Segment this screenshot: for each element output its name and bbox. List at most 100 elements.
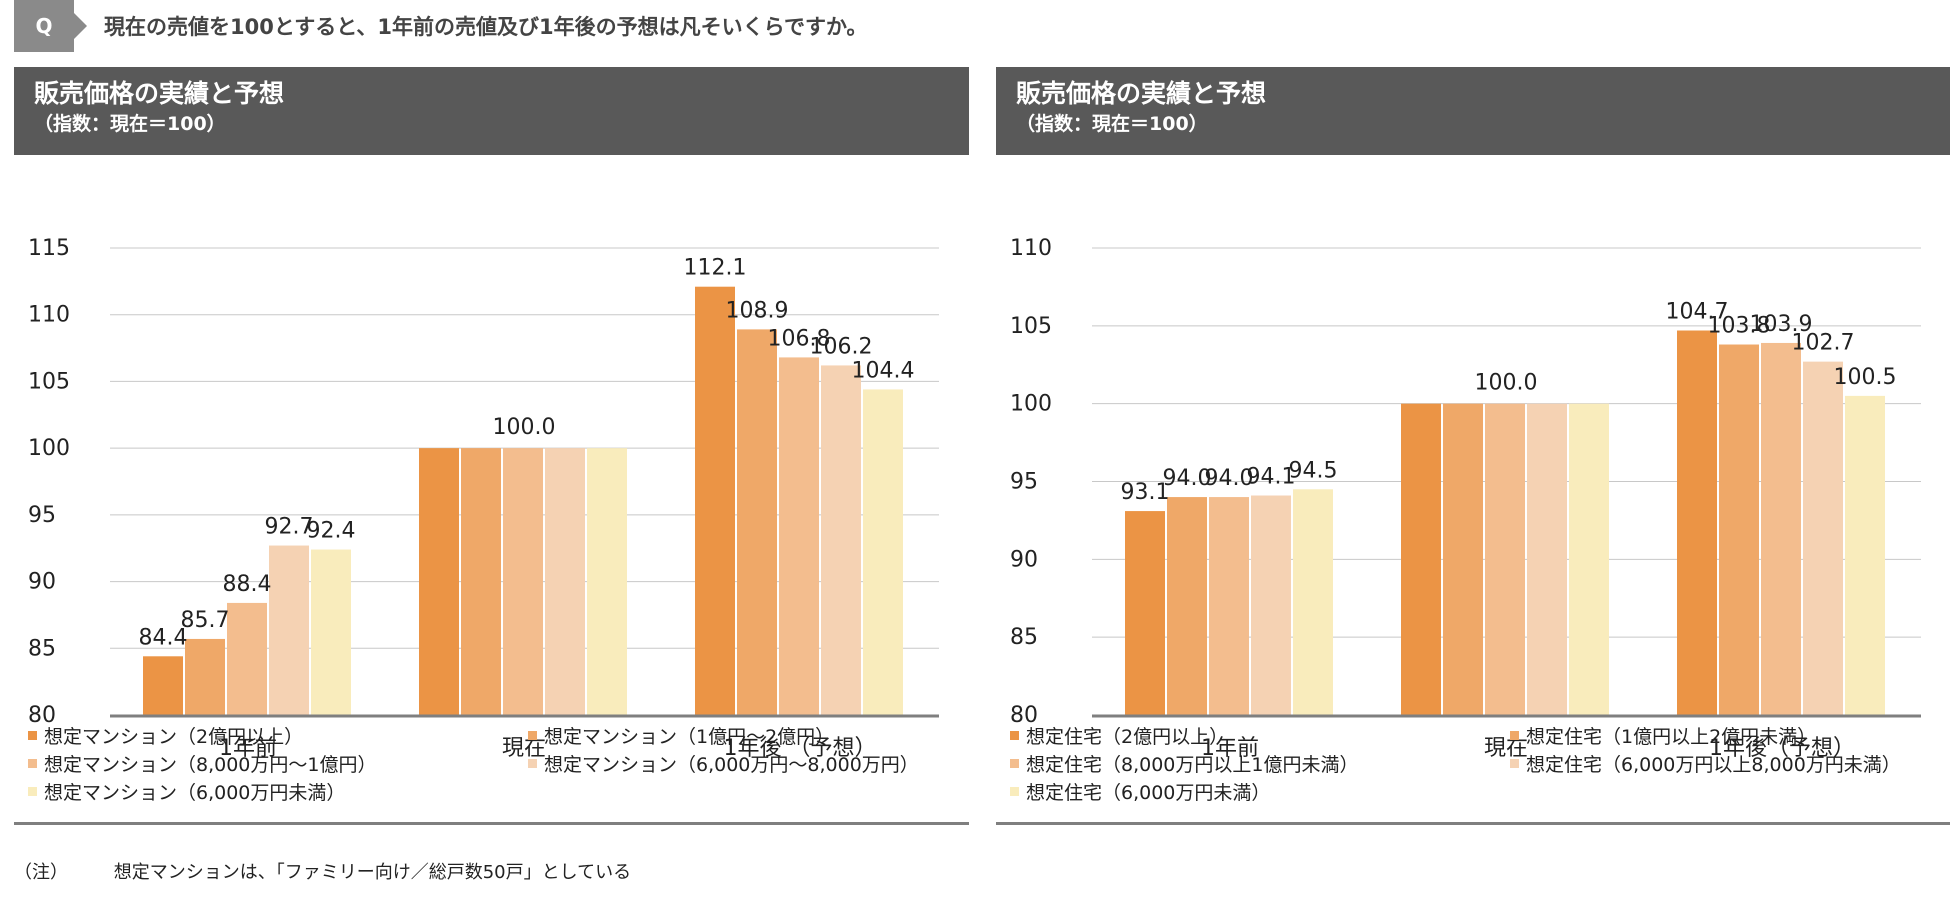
legend-item: 想定マンション（6,000万円～8,000万円）: [528, 750, 919, 776]
legend-label: 想定住宅（6,000万円未満）: [1026, 781, 1271, 804]
bar: [461, 448, 501, 715]
footnote: （注） 想定マンションは、「ファミリー向け／総戸数50戸」としている: [14, 858, 631, 884]
bar: [1167, 497, 1207, 715]
bar: [143, 656, 183, 715]
bar: [587, 448, 627, 715]
legend-swatch: [28, 730, 37, 740]
panel-bottom-rule: [996, 822, 1950, 825]
legend-item: 想定マンション（2億円以上）: [28, 722, 303, 748]
legend-label: 想定住宅（2億円以上）: [1026, 725, 1229, 748]
x-category-label: 現在: [502, 736, 546, 761]
bar: [737, 329, 777, 715]
y-tick-label: 110: [28, 303, 70, 328]
data-label: 106.2: [810, 334, 873, 359]
y-tick-label: 90: [28, 570, 56, 595]
chart-panel-house: 販売価格の実績と予想 （指数：現在＝100） 80 85 90 95 100 105 110…: [996, 67, 1950, 825]
y-tick-label: 95: [1010, 470, 1038, 495]
data-label: 94.5: [1289, 458, 1338, 483]
bar: [311, 549, 351, 715]
x-category-label: 1年前: [219, 736, 277, 761]
data-label: 92.7: [265, 515, 314, 540]
bar: [1293, 489, 1333, 715]
y-tick-label: 115: [28, 236, 70, 261]
legend-item: 想定マンション（1億円～2億円）: [528, 722, 834, 748]
chart-title: 販売価格の実績と予想: [1016, 79, 1267, 108]
question-text: 現在の売値を100とすると、1年前の売値及び1年後の予想は凡そいくらですか。: [104, 15, 868, 39]
y-tick-label: 105: [28, 369, 70, 394]
bar: [1209, 497, 1249, 715]
chart-title: 販売価格の実績と予想: [34, 79, 285, 108]
legend-item: 想定マンション（6,000万円未満）: [28, 778, 345, 804]
legend-swatch: [1510, 730, 1519, 740]
y-tick-label: 85: [28, 636, 56, 661]
y-tick-label: 110: [1010, 236, 1052, 261]
x-category-label: 現在: [1484, 736, 1528, 761]
legend-label: 想定住宅（6,000万円以上8,000万円未満）: [1526, 753, 1901, 776]
footnote-label: （注）: [14, 862, 68, 883]
bar-chart-house: 8085909510010511093.194.094.094.194.51年前…: [1010, 236, 1921, 761]
y-tick-label: 100: [28, 436, 70, 461]
legend-item: 想定住宅（6,000万円未満）: [1010, 778, 1270, 804]
data-label: 108.9: [726, 298, 789, 323]
legend-swatch: [1010, 786, 1019, 796]
data-label: 94.1: [1247, 465, 1296, 490]
bar: [1677, 330, 1717, 715]
y-tick-label: 105: [1010, 314, 1052, 339]
y-tick-label: 80: [28, 703, 56, 728]
data-label: 103.8: [1708, 314, 1771, 339]
panel-bottom-rule: [14, 822, 969, 825]
data-label: 100.0: [1475, 371, 1538, 396]
bar: [1251, 495, 1291, 715]
data-label: 94.0: [1205, 466, 1254, 491]
bar: [419, 448, 459, 715]
data-label: 100.0: [493, 415, 556, 440]
bar: [1401, 403, 1441, 715]
data-label: 104.7: [1666, 300, 1729, 325]
bar: [1443, 403, 1483, 715]
bar: [269, 545, 309, 715]
legend-label: 想定マンション（8,000万円～1億円）: [44, 753, 377, 776]
y-tick-label: 100: [1010, 392, 1052, 417]
y-tick-label: 85: [1010, 625, 1038, 650]
legend-label: 想定住宅（1億円以上2億円未満）: [1526, 725, 1817, 748]
legend-label: 想定マンション（6,000万円～8,000万円）: [544, 753, 919, 776]
legend-swatch: [28, 786, 37, 796]
data-label: 93.1: [1121, 480, 1170, 505]
data-label: 106.8: [768, 326, 831, 351]
bar: [545, 448, 585, 715]
bar: [1719, 344, 1759, 715]
bar: [1845, 395, 1885, 715]
bar: [1761, 342, 1801, 715]
legend-swatch: [528, 730, 537, 740]
question-bar: Q 現在の売値を100とすると、1年前の売値及び1年後の予想は凡そいくらですか。: [14, 0, 868, 52]
data-label: 102.7: [1792, 331, 1855, 356]
legend-label: 想定住宅（8,000万円以上1億円未満）: [1026, 753, 1359, 776]
bar: [1803, 361, 1843, 715]
bar: [1527, 403, 1567, 715]
y-tick-label: 80: [1010, 703, 1038, 728]
bar: [821, 365, 861, 715]
bar: [227, 602, 267, 715]
data-label: 112.1: [684, 256, 747, 281]
legend-label: 想定マンション（2億円以上）: [44, 725, 304, 748]
data-label: 100.5: [1834, 365, 1897, 390]
data-label: 94.0: [1163, 466, 1212, 491]
legend-item: 想定住宅（2億円以上）: [1010, 722, 1228, 748]
question-badge: Q: [14, 0, 87, 52]
bar: [503, 448, 543, 715]
legend-label: 想定マンション（6,000万円未満）: [44, 781, 346, 804]
chart-subtitle: （指数：現在＝100）: [1016, 113, 1208, 135]
data-label: 92.4: [307, 519, 356, 544]
bar: [1485, 403, 1525, 715]
legend-item: 想定住宅（8,000万円以上1億円未満）: [1010, 750, 1358, 776]
panel-header: 販売価格の実績と予想 （指数：現在＝100）: [14, 67, 969, 155]
y-tick-label: 90: [1010, 547, 1038, 572]
bar-chart-condo: 80 85 90 95 100 105 110 115 84.485.7 88.4 92.792.4…: [28, 236, 939, 761]
bar: [1125, 511, 1165, 715]
footnote-text: 想定マンションは、「ファミリー向け／総戸数50戸」としている: [113, 862, 632, 883]
y-tick-label: 95: [28, 503, 56, 528]
x-category-label: 1年後（予想）: [1709, 736, 1855, 761]
x-category-label: 1年前: [1201, 736, 1259, 761]
chart-panel-condo: 販売価格の実績と予想 （指数：現在＝100） 80 85 90 95 100 105 110…: [14, 67, 969, 825]
data-label: 104.4: [852, 358, 915, 383]
